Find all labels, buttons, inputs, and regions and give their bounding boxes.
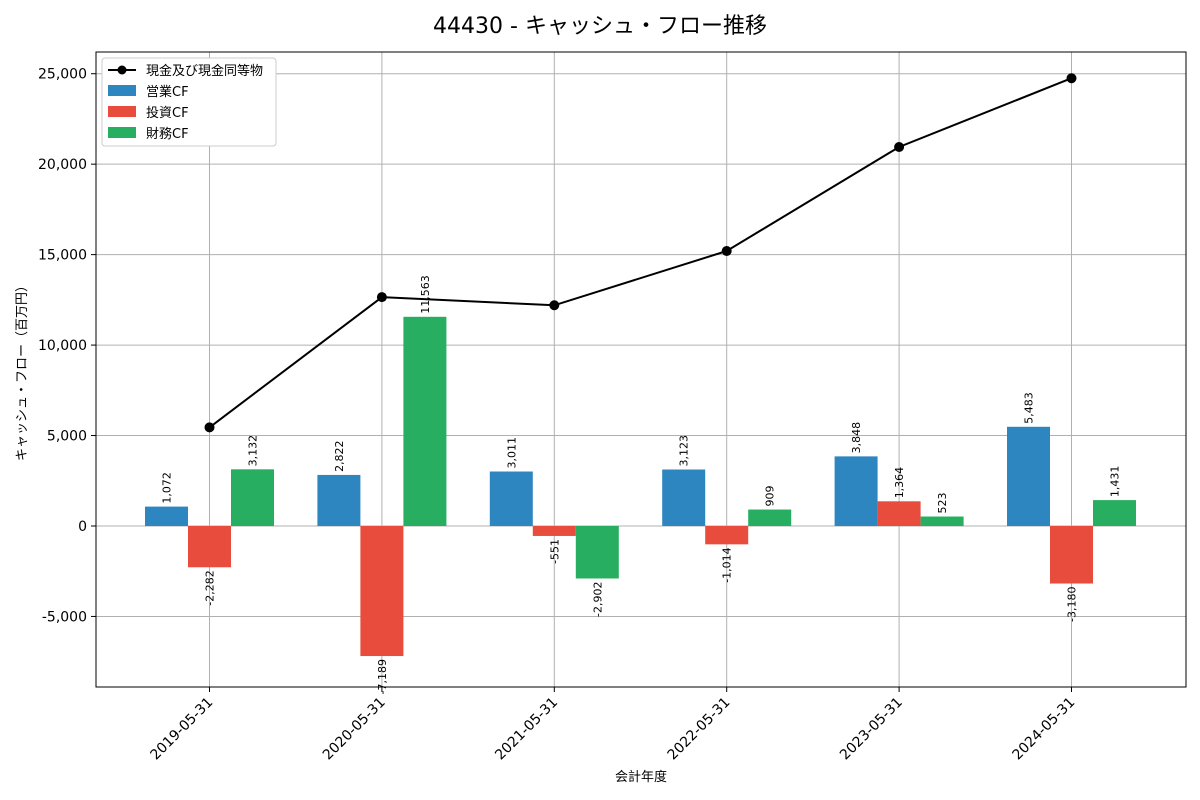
bar-value-label: 523 bbox=[936, 493, 949, 514]
x-tick-label: 2021-05-31 bbox=[492, 695, 561, 764]
y-tick-label: 5,000 bbox=[47, 429, 87, 445]
y-tick-label: 0 bbox=[78, 519, 87, 535]
bar-2 bbox=[360, 525, 404, 657]
bar-3 bbox=[748, 509, 792, 526]
y-tick-label: -5,000 bbox=[42, 609, 87, 625]
cash-line-group bbox=[204, 73, 1077, 433]
bar-3 bbox=[403, 316, 447, 526]
cash-point bbox=[204, 422, 215, 433]
x-tick-label: 2023-05-31 bbox=[837, 695, 906, 764]
bar-value-label: -1,014 bbox=[721, 547, 734, 582]
bar-value-label: 1,072 bbox=[161, 472, 174, 504]
legend-swatch-3 bbox=[108, 127, 136, 138]
grid-lines bbox=[96, 52, 1186, 687]
bar-value-label: 3,848 bbox=[850, 422, 863, 454]
chart-title: 44430 - キャッシュ・フロー推移 bbox=[433, 14, 767, 39]
x-tick-label: 2022-05-31 bbox=[665, 695, 734, 764]
cash-point bbox=[549, 300, 560, 311]
legend-swatch-1 bbox=[108, 85, 136, 96]
legend-swatch-2 bbox=[108, 106, 136, 117]
data-labels: 1,072 2,822 3,011 3,123 3,848 5,483 -2,282 -7,1… bbox=[161, 275, 1122, 694]
y-axis: -5,000 0 5,000 10,000 15,000 20,000 25,000 bbox=[38, 67, 96, 625]
bar-value-label: 3,132 bbox=[247, 435, 260, 467]
bar-value-label: 11,563 bbox=[419, 275, 432, 314]
cash-point bbox=[721, 246, 732, 257]
bar-1 bbox=[317, 474, 361, 526]
bar-3 bbox=[231, 469, 274, 526]
bar-2 bbox=[705, 525, 749, 545]
bar-value-label: -551 bbox=[548, 539, 561, 564]
bar-group bbox=[145, 316, 1136, 657]
bar-value-label: -2,902 bbox=[591, 581, 604, 616]
bar-1 bbox=[662, 469, 706, 526]
bar-value-label: 1,431 bbox=[1109, 466, 1122, 498]
bar-2 bbox=[877, 501, 921, 526]
bar-value-label: 909 bbox=[764, 486, 777, 507]
bar-2 bbox=[532, 525, 576, 536]
x-tick-label: 2024-05-31 bbox=[1009, 695, 1078, 764]
bar-value-label: 5,483 bbox=[1023, 392, 1036, 424]
y-tick-label: 20,000 bbox=[38, 157, 87, 173]
y-tick-label: 10,000 bbox=[38, 338, 87, 354]
bar-2 bbox=[1050, 525, 1093, 584]
cash-point bbox=[376, 292, 387, 303]
bar-2 bbox=[188, 525, 231, 568]
bar-1 bbox=[834, 456, 878, 526]
cash-line bbox=[208, 77, 1072, 429]
legend-line-marker bbox=[117, 65, 127, 75]
cash-point bbox=[1066, 73, 1077, 84]
plot-frame bbox=[95, 51, 1187, 688]
cash-point bbox=[894, 141, 905, 152]
legend-label-2: 投資CF bbox=[146, 105, 189, 121]
bar-1 bbox=[1007, 426, 1050, 526]
bar-value-label: -7,189 bbox=[376, 659, 389, 694]
y-tick-label: 15,000 bbox=[38, 248, 87, 264]
bar-1 bbox=[489, 471, 533, 526]
bar-3 bbox=[1093, 500, 1136, 526]
bar-value-label: 3,011 bbox=[505, 437, 518, 469]
bar-3 bbox=[575, 525, 619, 579]
x-tick-label: 2020-05-31 bbox=[320, 695, 389, 764]
legend-label-cash: 現金及び現金同等物 bbox=[146, 63, 263, 79]
x-axis: 2019-05-31 2020-05-31 2021-05-31 2022-05-31… bbox=[147, 687, 1078, 763]
legend-label-3: 財務CF bbox=[146, 127, 189, 142]
bar-value-label: 2,822 bbox=[333, 440, 346, 472]
y-axis-label: キャッシュ・フロー（百万円） bbox=[15, 279, 30, 461]
bar-value-label: -3,180 bbox=[1066, 587, 1079, 622]
legend-box bbox=[101, 57, 277, 147]
bar-value-label: 1,364 bbox=[893, 467, 906, 499]
bar-1 bbox=[145, 506, 188, 526]
bar-value-label: -2,282 bbox=[204, 570, 217, 605]
bar-3 bbox=[920, 516, 964, 526]
x-tick-label: 2019-05-31 bbox=[147, 695, 216, 764]
y-tick-label: 25,000 bbox=[38, 67, 87, 83]
legend-label-1: 営業CF bbox=[146, 84, 189, 100]
bar-value-label: 3,123 bbox=[678, 435, 691, 467]
x-axis-label: 会計年度 bbox=[615, 769, 667, 785]
